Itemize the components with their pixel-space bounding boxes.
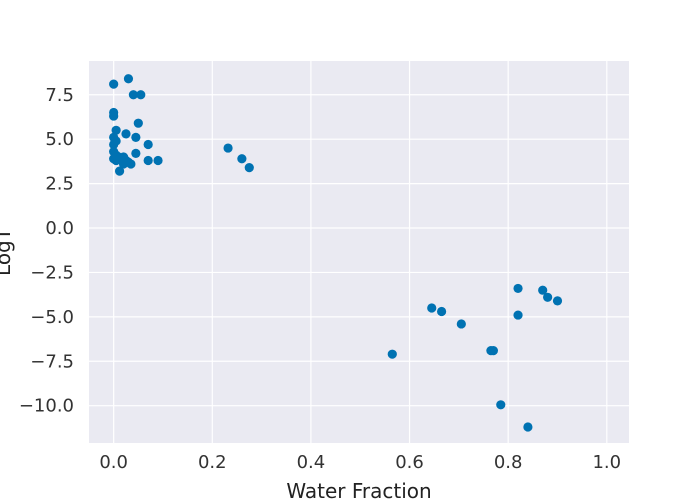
x-tick-label: 0.2	[198, 452, 227, 473]
plot-area	[89, 61, 629, 443]
data-point	[387, 349, 397, 359]
y-tick-labels: −10.0 −7.5 −5.0 −2.5 0.0 2.5 5.0 7.5	[19, 85, 74, 417]
data-point	[126, 159, 136, 169]
x-tick-label: 0.8	[494, 452, 523, 473]
data-point	[427, 303, 437, 313]
data-point	[121, 129, 131, 139]
y-axis-label: LogT	[0, 227, 15, 276]
data-point	[143, 139, 153, 150]
data-point	[143, 155, 153, 166]
data-point	[111, 125, 121, 135]
y-tick-label: −10.0	[19, 396, 74, 417]
data-point	[131, 148, 141, 158]
data-point	[552, 296, 563, 306]
data-point	[153, 155, 163, 166]
data-point	[543, 292, 553, 302]
data-points	[109, 74, 563, 432]
data-point	[223, 143, 233, 153]
x-tick-label: 0.0	[99, 452, 128, 473]
data-point	[244, 163, 254, 173]
data-point	[123, 74, 134, 84]
data-point	[111, 155, 121, 166]
y-tick-label: 5.0	[45, 129, 74, 150]
y-tick-label: −5.0	[30, 307, 74, 328]
data-point	[109, 79, 119, 89]
y-tick-label: −2.5	[30, 262, 74, 283]
grid-lines	[89, 61, 629, 443]
data-point	[513, 283, 523, 294]
data-point	[133, 118, 143, 128]
y-tick-label: −7.5	[30, 351, 74, 372]
data-point	[538, 285, 548, 295]
data-point	[109, 139, 119, 150]
data-point	[513, 310, 523, 320]
x-tick-label: 0.4	[297, 452, 326, 473]
data-point	[136, 90, 146, 100]
data-point	[488, 346, 498, 356]
data-point	[523, 422, 533, 432]
y-tick-label: 0.0	[45, 218, 74, 239]
data-point	[237, 154, 247, 164]
y-tick-label: 2.5	[45, 174, 74, 195]
x-tick-labels: 0.0 0.2 0.4 0.6 0.8 1.0	[99, 452, 621, 473]
x-tick-label: 1.0	[592, 452, 621, 473]
x-tick-label: 0.6	[395, 452, 424, 473]
data-point	[114, 166, 125, 176]
data-point	[128, 90, 138, 100]
y-tick-label: 7.5	[45, 85, 74, 106]
data-point	[131, 132, 141, 142]
data-point	[437, 306, 447, 317]
data-point	[118, 159, 129, 169]
x-axis-label: Water Fraction	[286, 479, 431, 500]
data-point	[109, 111, 119, 121]
data-point	[456, 319, 466, 329]
data-point	[496, 400, 506, 410]
